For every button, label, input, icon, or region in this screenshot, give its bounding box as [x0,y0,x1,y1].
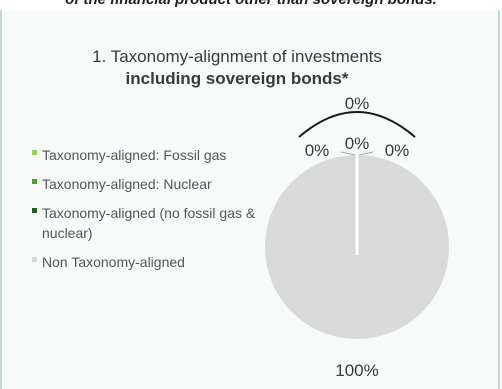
top-banner: of the financial product other than sove… [0,0,502,10]
chart-title: 1. Taxonomy-alignment of investments [92,47,382,66]
data-label-no-fossil-nuclear: 0% [385,141,410,160]
chart-legend: Taxonomy-aligned: Fossil gas Taxonomy-al… [30,145,260,281]
leader-line-fossil-gas [340,151,356,156]
data-label-nuclear: 0% [345,134,370,153]
legend-item-nuclear: Taxonomy-aligned: Nuclear [30,174,260,194]
legend-item-no-fossil-nuclear: Taxonomy-aligned (no fossil gas & nuclea… [30,203,260,243]
legend-label-no-fossil-nuclear: Taxonomy-aligned (no fossil gas & nuclea… [42,205,256,241]
pie-chart: 0% 0% 0% 0% 100% [265,94,449,380]
legend-label-nuclear: Taxonomy-aligned: Nuclear [42,176,212,192]
legend-swatch-no-fossil-nuclear [32,208,37,213]
legend-label-fossil-gas: Taxonomy-aligned: Fossil gas [42,147,227,163]
legend-item-fossil-gas: Taxonomy-aligned: Fossil gas [30,145,260,165]
chart-panel: 1. Taxonomy-alignment of investments inc… [0,10,500,389]
chart-subtitle: including sovereign bonds* [125,69,349,88]
leader-line-no-fossil-nuclear [358,151,374,156]
legend-item-non-aligned: Non Taxonomy-aligned [30,252,260,272]
data-label-bracket: 0% [345,94,370,113]
data-label-fossil-gas: 0% [305,141,330,160]
legend-swatch-non-aligned [32,257,37,262]
pie-slices [265,155,449,339]
bracket-arc [298,111,416,138]
legend-swatch-fossil-gas [32,150,37,155]
legend-label-non-aligned: Non Taxonomy-aligned [42,254,185,270]
banner-text: of the financial product other than sove… [0,0,502,8]
data-label-non-aligned: 100% [335,361,378,380]
legend-swatch-nuclear [32,179,37,184]
